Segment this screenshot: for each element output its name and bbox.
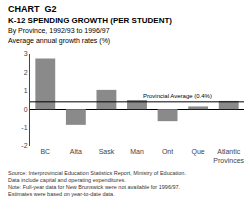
svg-text:-2: -2 [21,142,27,149]
svg-text:0: 0 [24,106,28,113]
svg-text:Sask: Sask [99,148,115,155]
svg-text:Average annual growth rates (%: Average annual growth rates (%) [8,37,110,45]
svg-text:By Province, 1992/93 to 1996/9: By Province, 1992/93 to 1996/97 [8,27,110,35]
svg-text:K-12 SPENDING GROWTH (PER STUD: K-12 SPENDING GROWTH (PER STUDENT) [8,16,172,25]
svg-text:AtlanticProvinces: AtlanticProvinces [213,148,244,164]
svg-text:-1: -1 [21,124,27,131]
svg-text:Provincial Average (0.4%): Provincial Average (0.4%) [143,93,212,99]
svg-text:Source: Interprovincial Educat: Source: Interprovincial Education Statis… [8,170,186,197]
svg-text:CHART G2: CHART G2 [8,4,57,14]
svg-text:Que: Que [192,148,205,156]
svg-text:Ont: Ont [162,148,173,155]
svg-text:Man: Man [130,148,144,155]
svg-text:BC: BC [40,148,50,155]
svg-text:1: 1 [24,87,28,94]
svg-text:3: 3 [24,50,28,57]
svg-text:Alta: Alta [70,148,82,155]
svg-text:2: 2 [24,69,28,76]
